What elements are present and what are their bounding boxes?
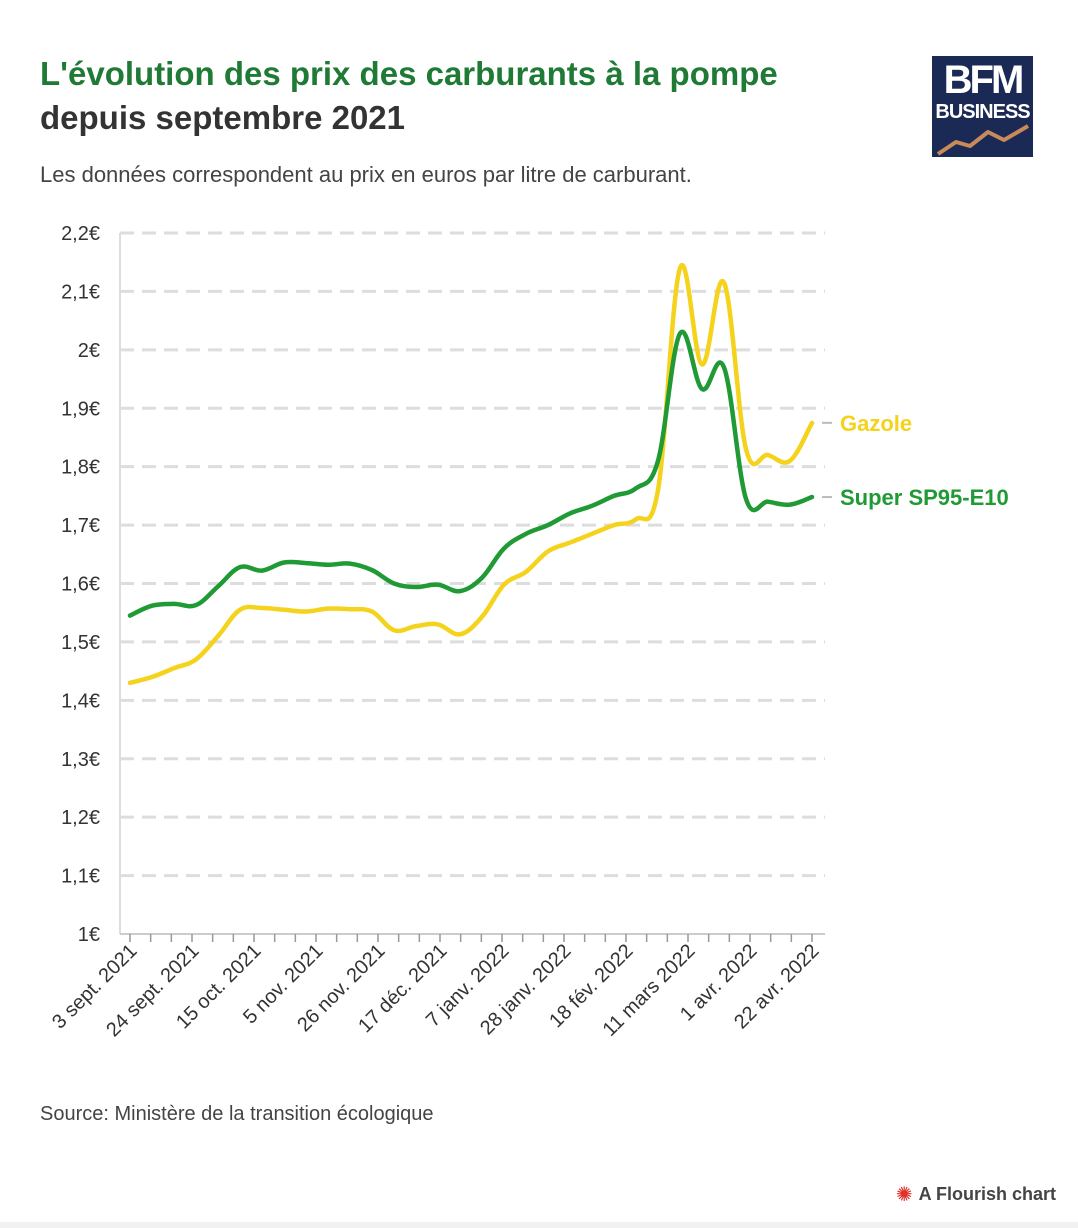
- y-tick-label: 1,9€: [61, 398, 100, 420]
- y-tick-label: 2,2€: [61, 223, 100, 245]
- chart-title: L'évolution des prix des carburants à la…: [40, 52, 900, 140]
- chart-legend: Gazole Super SP95-E10: [822, 411, 1009, 510]
- chart-title-line2: depuis septembre 2021: [40, 99, 405, 136]
- chart-grid: [120, 231, 825, 878]
- logo-trend-icon: [936, 124, 1030, 156]
- flourish-credit-label: A Flourish chart: [918, 1184, 1056, 1204]
- chart-lines: [127, 262, 815, 686]
- y-tick-label: 1,2€: [61, 807, 100, 829]
- y-tick-label: 1,3€: [61, 749, 100, 771]
- y-tick-label: 1,8€: [61, 457, 100, 479]
- bfm-business-logo: BFM BUSINESS: [932, 56, 1033, 157]
- y-tick-label: 1,5€: [61, 632, 100, 654]
- y-tick-label: 1€: [78, 924, 100, 946]
- logo-text-bfm: BFM: [943, 58, 1025, 102]
- y-tick-label: 2,1€: [61, 281, 100, 303]
- footer-bar: [0, 1222, 1078, 1228]
- flourish-credit[interactable]: ✺ A Flourish chart: [896, 1182, 1056, 1207]
- flourish-star-icon: ✺: [895, 1184, 913, 1206]
- y-tick-label: 1,1€: [61, 866, 100, 888]
- line-chart: 1€ 1,1€ 1,2€ 1,3€ 1,4€ 1,5€ 1,6€ 1,7€ 1,8€ 1,9€ 2€…: [48, 223, 1009, 1041]
- legend-label-super-sp95-e10: Super SP95-E10: [840, 485, 1009, 510]
- series-line-super-sp95-e10: [127, 329, 815, 618]
- series-line-gazole: [127, 262, 815, 686]
- y-tick-label: 2€: [78, 340, 100, 362]
- y-tick-label: 1,4€: [61, 690, 100, 712]
- y-tick-label: 1,6€: [61, 574, 100, 596]
- legend-label-gazole: Gazole: [840, 411, 912, 436]
- chart-subtitle: Les données correspondent au prix en eur…: [40, 162, 692, 187]
- y-axis: 1€ 1,1€ 1,2€ 1,3€ 1,4€ 1,5€ 1,6€ 1,7€ 1,8€ 1,9€ 2€…: [61, 223, 121, 946]
- y-tick-label: 1,7€: [61, 515, 100, 537]
- chart-title-line1: L'évolution des prix des carburants à la…: [40, 55, 778, 92]
- logo-text-business: BUSINESS: [935, 101, 1030, 123]
- source-note: Source: Ministère de la transition écolo…: [40, 1103, 434, 1125]
